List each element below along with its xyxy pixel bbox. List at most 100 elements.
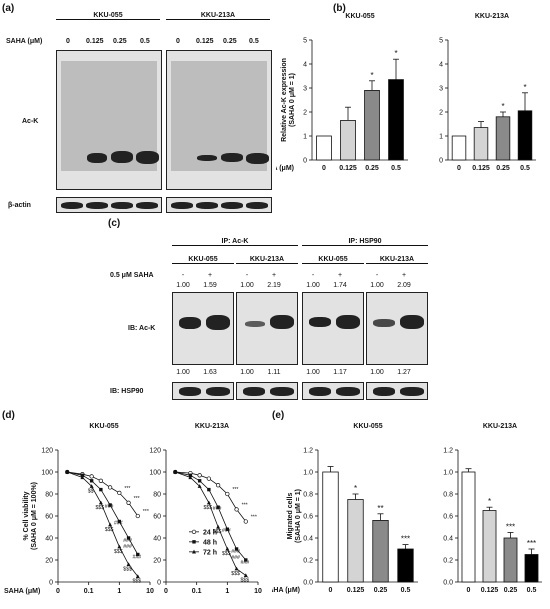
dose-label: 0.5: [140, 38, 150, 45]
significance-label: ***: [124, 486, 130, 492]
significance-label: ###: [240, 560, 249, 566]
data-point: [89, 474, 94, 479]
saha-dose-label: SAHA (μM): [6, 38, 43, 45]
y-tick-label: 20: [153, 558, 161, 565]
data-point: [188, 473, 193, 477]
chart-title: KKU-055: [353, 423, 382, 430]
ip-cell-line-label: KKU-213A: [236, 256, 298, 264]
ib-hsp90-row-label: IB: HSP90: [110, 388, 144, 395]
data-point: [225, 527, 230, 531]
chart-b-left: KKU-055 0 1 2 3 4 5 0 0.125 * 0.25 * 0.5 SAHA (μM) Rel…: [276, 13, 408, 172]
significance-label: ###: [222, 528, 231, 534]
significance-label: *: [488, 497, 491, 506]
y-tick-label: 0.8: [303, 492, 313, 499]
significance-label: **: [377, 504, 383, 513]
significance-label: $$$: [132, 579, 141, 585]
ib-ack-bottom-ratio: 1.00: [240, 369, 254, 376]
data-point: [206, 500, 211, 505]
data-point: [99, 487, 103, 492]
x-tick-label: 0.1: [84, 588, 94, 595]
chart-title: KKU-213A: [483, 423, 517, 430]
ib-ack-top-ratio: 2.19: [267, 282, 281, 289]
x-tick-label: 0.125: [347, 587, 365, 594]
ip-ack-label: IP: Ac-K: [172, 238, 298, 246]
significance-label: *: [370, 71, 373, 80]
treatment-sign: +: [271, 272, 277, 279]
treatment-sign: +: [401, 272, 407, 279]
significance-label: *: [501, 102, 504, 111]
y-axis-label: % Cell viability(SAHA 0 μM = 100%): [23, 482, 38, 550]
x-tick-label: 0.5: [401, 587, 411, 594]
ib-ack-top-ratio: 1.00: [176, 282, 190, 289]
ib-ack-top-ratio: 1.00: [370, 282, 384, 289]
panel-letter-e: (e): [272, 410, 285, 421]
dose-label: 0.25: [113, 38, 127, 45]
y-axis-label-line: (SAHA 0 μM = 1): [295, 489, 302, 543]
data-point: [98, 500, 103, 505]
y-tick-label: 0: [157, 580, 161, 587]
treatment-sign: -: [245, 272, 249, 279]
x-tick-label: 0: [467, 587, 471, 594]
significance-label: $$$: [240, 577, 249, 583]
bar: [364, 90, 380, 161]
data-point: [135, 574, 140, 579]
y-tick-label: 2: [439, 110, 443, 117]
chart-title: KKU-213A: [195, 423, 229, 430]
significance-label: $$: [88, 488, 94, 494]
x-tick-label: 0.1: [192, 588, 202, 595]
data-point: [234, 547, 239, 551]
y-axis-label-line: (SAHA 0 μM = 100%): [31, 482, 38, 550]
y-axis-label: Migrated cells(SAHA 0 μM = 1): [287, 489, 302, 543]
y-tick-label: 100: [149, 470, 161, 477]
chart-d-right: KKU-213A 0 20 40 60 80 100 120 0 0.1 1 10 *** *** *** #…: [149, 423, 262, 595]
y-tick-label: 80: [45, 492, 53, 499]
ib-ack-bottom-ratio: 1.11: [267, 369, 281, 376]
data-point: [216, 524, 221, 529]
x-tick-label: 0.5: [520, 165, 530, 172]
panel-letter-b: (b): [333, 3, 346, 14]
y-tick-label: 0: [303, 158, 307, 165]
ib-hsp90-blot-1: [172, 382, 234, 400]
y-tick-label: 4: [303, 62, 307, 69]
y-tick-label: 60: [153, 514, 161, 521]
significance-label: ###: [114, 521, 123, 527]
ip-hsp90-label: IP: HSP90: [302, 238, 428, 246]
y-tick-label: 0.0: [443, 580, 453, 587]
data-point: [65, 469, 70, 474]
data-point: [234, 507, 239, 512]
bar: [372, 520, 389, 583]
y-tick-label: 5: [439, 38, 443, 45]
data-point: [188, 475, 193, 480]
data-point: [207, 487, 211, 492]
data-point: [197, 479, 202, 483]
x-tick-label: 0.25: [365, 165, 379, 172]
bar: [495, 116, 511, 161]
ib-ack-bottom-ratio: 1.27: [397, 369, 411, 376]
significance-label: ***: [506, 523, 515, 532]
y-tick-label: 1.2: [443, 448, 453, 455]
ib-ack-bottom-ratio: 1.00: [306, 369, 320, 376]
ib-ack-top-ratio: 1.74: [333, 282, 347, 289]
data-point: [126, 562, 131, 566]
significance-label: ***: [527, 539, 536, 548]
data-point: [108, 503, 112, 507]
y-tick-label: 100: [41, 470, 53, 477]
significance-label: $$$: [114, 549, 123, 555]
significance-label: $$$: [213, 529, 222, 535]
significance-label: ###: [123, 544, 132, 550]
chart-title: KKU-055: [89, 423, 118, 430]
beta-actin-row-label: β-actin: [8, 202, 31, 209]
x-tick-label: 0.25: [496, 165, 510, 172]
y-axis-label: Relative Ac-K expression(SAHA 0 μM = 1): [281, 58, 296, 142]
significance-label: ***: [143, 509, 149, 515]
data-point: [80, 475, 85, 480]
y-axis-label-line: (SAHA 0 μM = 1): [289, 73, 296, 127]
x-tick-label: 0: [56, 588, 60, 595]
bar: [473, 127, 489, 161]
bar: [340, 120, 356, 161]
legend-label: 48 h: [203, 539, 217, 546]
x-tick-label: 10: [146, 588, 154, 595]
significance-label: $$$: [123, 566, 132, 572]
y-tick-label: 120: [149, 448, 161, 455]
y-tick-label: 0.8: [443, 492, 453, 499]
